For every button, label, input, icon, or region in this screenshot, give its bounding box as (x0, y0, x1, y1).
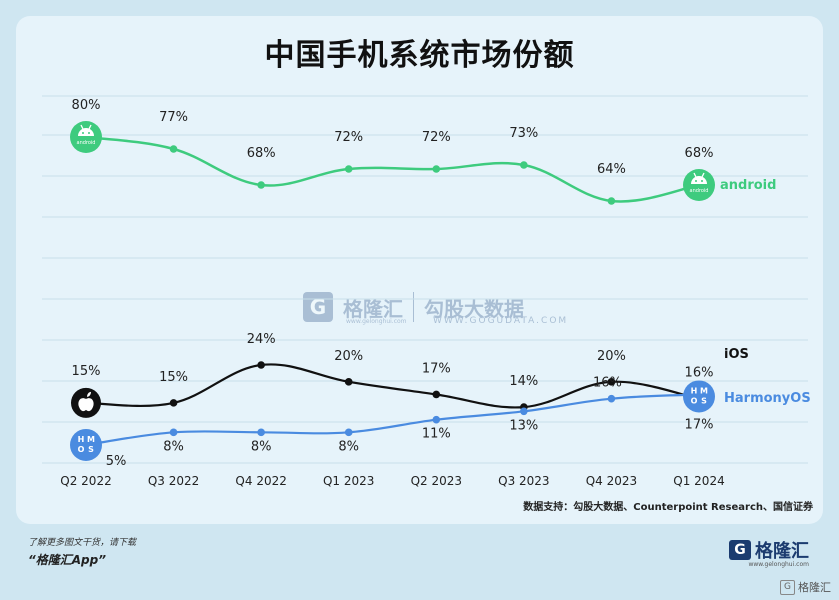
point-HarmonyOS-6 (607, 394, 616, 403)
x-tick-label-0: Q2 2022 (60, 474, 111, 488)
data-label-android-1: 77% (159, 110, 188, 125)
data-label-android-4: 72% (422, 130, 451, 145)
data-label-HarmonyOS-0: 5% (106, 454, 127, 469)
point-HarmonyOS-5 (520, 407, 528, 416)
data-label-android-3: 72% (334, 130, 363, 145)
x-tick-label-4: Q2 2023 (411, 474, 462, 488)
series-name-HarmonyOS: HarmonyOS (724, 391, 811, 406)
data-label-HarmonyOS-4: 11% (422, 427, 451, 442)
x-axis: Q2 2022 Q3 2022 Q4 2022 Q1 2023 Q2 2023 Q3 20… (60, 474, 724, 488)
watermark-name: 格隆汇 (343, 296, 403, 321)
x-tick-label-6: Q4 2023 (586, 474, 637, 488)
x-tick-label-3: Q1 2023 (323, 474, 374, 488)
point-HarmonyOS-3 (344, 428, 353, 437)
series-line-android (85, 135, 700, 203)
point-iOS-6 (607, 378, 616, 386)
hmos-logo-icon-start: H MO S (70, 428, 102, 461)
hmos-logo-icon-end: H MO S (683, 380, 715, 413)
data-source: 数据支持：勾股大数据、Counterpoint Research、国信证券 (523, 502, 813, 513)
data-label-iOS-6: 20% (597, 349, 626, 364)
x-tick-label-7: Q1 2024 (673, 474, 724, 488)
svg-text:android: android (690, 188, 709, 194)
point-android-5 (520, 161, 528, 169)
data-label-iOS-3: 20% (334, 349, 363, 364)
data-label-HarmonyOS-7: 17% (685, 417, 714, 432)
chart-panel (16, 16, 823, 524)
data-label-HarmonyOS-5: 13% (509, 418, 538, 433)
data-label-HarmonyOS-6: 16% (593, 376, 622, 391)
point-iOS-2 (257, 361, 265, 369)
data-label-android-6: 64% (597, 162, 626, 177)
data-label-android-0: 80% (72, 98, 101, 113)
svg-text:H: H (691, 386, 698, 395)
data-label-android-5: 73% (509, 126, 538, 141)
svg-text:H: H (78, 435, 85, 444)
series-line-HarmonyOS (85, 393, 700, 447)
data-label-HarmonyOS-1: 8% (163, 439, 184, 454)
brand-logo[interactable]: G 格隆汇 (729, 537, 809, 563)
brand-name: 格隆汇 (755, 541, 809, 562)
x-tick-label-2: Q4 2022 (235, 474, 286, 488)
data-label-android-7: 68% (685, 146, 714, 161)
x-tick-label-1: Q3 2022 (148, 474, 199, 488)
promo-line1: 了解更多图文干货，请下载 (28, 538, 137, 548)
series-line-iOS (85, 363, 700, 409)
apple-logo-icon (71, 387, 101, 418)
brand-mark-icon: G (729, 540, 751, 560)
point-iOS-4 (432, 390, 441, 399)
point-android-4 (432, 165, 441, 173)
android-logo-icon-start: android (70, 121, 102, 153)
point-HarmonyOS-1 (169, 428, 178, 437)
svg-text:O: O (78, 445, 85, 454)
point-HarmonyOS-2 (257, 428, 265, 437)
data-label-android-2: 68% (247, 146, 276, 161)
data-label-iOS-7: 16% (685, 366, 714, 381)
data-label-iOS-4: 17% (422, 361, 451, 376)
svg-text:M: M (700, 386, 708, 395)
data-label-iOS-5: 14% (509, 374, 538, 389)
watermark: G 格隆汇 勾股大数据 www.gelonghui.com WWW.GOGUDA… (303, 292, 566, 326)
point-android-1 (169, 145, 178, 153)
point-iOS-3 (344, 378, 353, 386)
watermark-url2: WWW.GOGUDATA.COM (433, 316, 569, 326)
point-HarmonyOS-4 (432, 415, 441, 424)
gelonghui-small-icon: G (780, 579, 795, 595)
point-android-2 (257, 181, 265, 189)
x-tick-label-5: Q3 2023 (498, 474, 549, 488)
svg-text:O: O (691, 396, 698, 405)
data-label-HarmonyOS-2: 8% (251, 439, 272, 454)
brand-url: www.gelonghui.com (748, 561, 809, 568)
series-layer (85, 135, 700, 447)
data-label-HarmonyOS-3: 8% (338, 439, 359, 454)
promo-line2: “格隆汇App” (28, 553, 106, 567)
data-label-iOS-0: 15% (72, 364, 101, 379)
series-name-android: android (720, 178, 776, 193)
data-label-iOS-2: 24% (247, 332, 276, 347)
series-name-iOS: iOS (724, 347, 749, 362)
point-iOS-1 (169, 399, 178, 407)
chart-title: 中国手机系统市场份额 (264, 38, 575, 73)
brand-footer[interactable]: G 格隆汇 (780, 579, 831, 595)
watermark-name2: 勾股大数据 (424, 296, 524, 321)
watermark-url: www.gelonghui.com (346, 318, 407, 325)
labels-layer: 80% 77% 68% 72% 72% 73% 64% 68% 15% 15% 24% 20% 17% 1… (72, 98, 811, 469)
android-logo-icon-end: android (683, 169, 715, 201)
svg-text:android: android (77, 140, 96, 146)
point-android-3 (344, 165, 353, 173)
svg-text:M: M (87, 435, 95, 444)
watermark-logo-icon: G (303, 292, 333, 322)
data-label-iOS-1: 15% (159, 370, 188, 385)
svg-text:S: S (701, 396, 707, 405)
point-android-6 (607, 197, 616, 205)
svg-text:S: S (88, 445, 94, 454)
watermark-divider (413, 292, 414, 322)
brand-footer-text: 格隆汇 (798, 581, 831, 594)
